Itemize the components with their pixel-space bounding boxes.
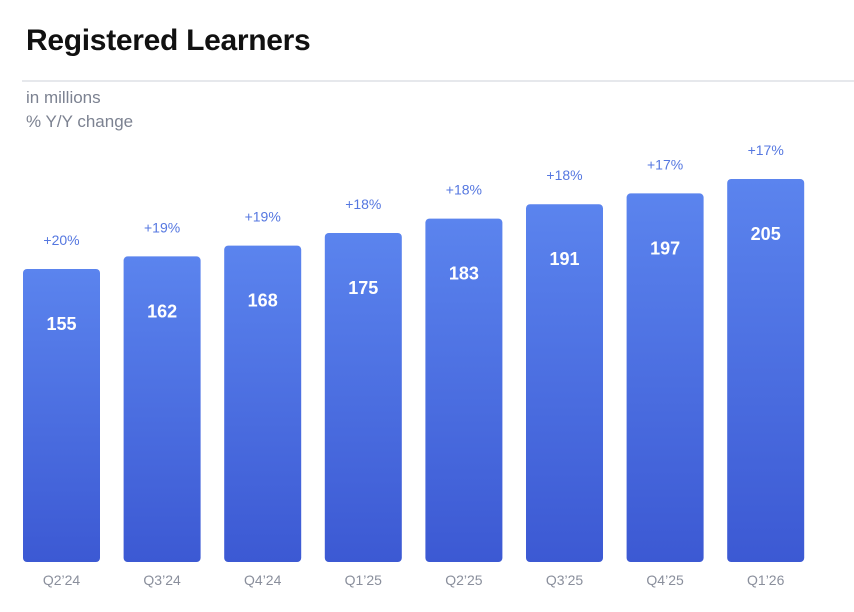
title-divider [22, 80, 854, 82]
x-tick-label: Q2’25 [445, 572, 483, 588]
bar [23, 269, 100, 562]
bar [425, 218, 503, 562]
yoy-change-label: +19% [245, 209, 281, 225]
bar [526, 204, 603, 562]
bar [727, 179, 805, 562]
x-tick-label: Q4’25 [646, 572, 684, 588]
bar [626, 193, 704, 562]
bar-value-label: 205 [751, 224, 781, 244]
x-tick-label: Q1’25 [345, 572, 383, 588]
chart-title: Registered Learners [26, 24, 311, 57]
x-tick-label: Q3’24 [143, 572, 181, 588]
yoy-change-label: +20% [43, 232, 79, 248]
bar [123, 256, 201, 562]
bar-value-label: 162 [147, 301, 177, 321]
yoy-change-label: +18% [446, 182, 482, 198]
bar-value-label: 155 [46, 314, 76, 334]
x-tick-label: Q2’24 [43, 572, 81, 588]
yoy-change-label: +17% [647, 156, 683, 172]
yoy-change-label: +19% [144, 219, 180, 235]
yoy-change-label: +17% [748, 142, 784, 158]
bar-value-label: 183 [449, 264, 479, 284]
bar [324, 233, 402, 562]
bar-value-label: 168 [248, 291, 278, 311]
yoy-change-label: +18% [546, 167, 582, 183]
bars-layer: 155 +20% Q2’24 162 +19% Q3’24 168 +19% Q4’24 175 +… [23, 142, 805, 588]
x-tick-label: Q1’26 [747, 572, 785, 588]
bar [224, 245, 302, 562]
yoy-subtitle: % Y/Y change [26, 112, 134, 131]
bar-value-label: 175 [348, 278, 378, 298]
bar-value-label: 197 [650, 238, 680, 258]
bar-value-label: 191 [549, 249, 579, 269]
units-subtitle: in millions [26, 88, 101, 107]
yoy-change-label: +18% [345, 196, 381, 212]
x-tick-label: Q4’24 [244, 572, 282, 588]
x-tick-label: Q3’25 [546, 572, 584, 588]
